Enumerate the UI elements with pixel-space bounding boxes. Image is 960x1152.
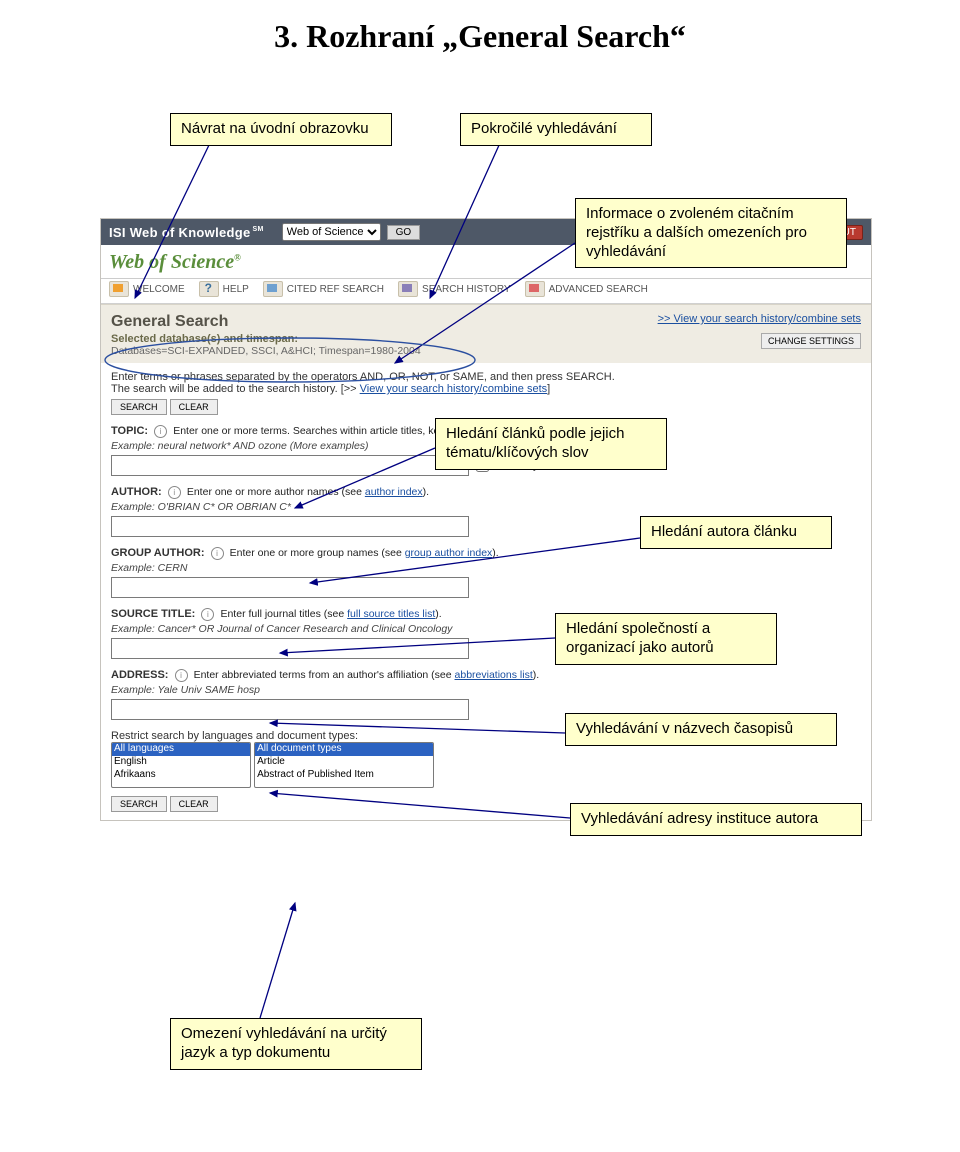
source-title-desc: Enter full journal titles (see full sour… [220, 608, 441, 620]
selected-db-detail: Databases=SCI-EXPANDED, SSCI, A&HCI; Tim… [111, 345, 861, 357]
info-icon[interactable]: i [154, 425, 167, 438]
search-button-bottom[interactable]: SEARCH [111, 796, 167, 812]
group-author-input[interactable] [111, 577, 469, 598]
abbreviations-link[interactable]: abbreviations list [455, 669, 533, 681]
callout-address: Vyhledávání adresy instituce autora [570, 803, 862, 836]
author-label: AUTHOR: [111, 486, 162, 498]
help-icon [199, 281, 219, 297]
home-icon [109, 281, 129, 297]
view-history-link[interactable]: >> View your search history/combine sets [658, 313, 861, 325]
general-search-header: >> View your search history/combine sets… [101, 304, 871, 363]
info-icon[interactable]: i [211, 547, 224, 560]
go-button[interactable]: GO [387, 225, 421, 240]
tab-cited-ref[interactable]: CITED REF SEARCH [263, 281, 384, 297]
callout-db-info: Informace o zvoleném citačním rejstříku … [575, 198, 847, 268]
source-title-label: SOURCE TITLE: [111, 608, 195, 620]
callout-topic: Hledání článků podle jejich tématu/klíčo… [435, 418, 667, 470]
address-input[interactable] [111, 699, 469, 720]
callout-restrict: Omezení vyhledávání na určitý jazyk a ty… [170, 1018, 422, 1070]
view-history-inline-link[interactable]: View your search history/combine sets [360, 383, 548, 395]
group-author-index-link[interactable]: group author index [405, 547, 493, 559]
isi-brand: ISI Web of KnowledgeSM [109, 225, 264, 240]
group-author-desc: Enter one or more group names (see group… [230, 547, 499, 559]
address-example: Example: Yale Univ SAME hosp [111, 684, 861, 696]
callout-return-home: Návrat na úvodní obrazovku [170, 113, 392, 146]
page-title: 3. Rozhraní „General Search“ [0, 18, 960, 55]
languages-select[interactable]: All languages English Afrikaans [111, 742, 251, 788]
group-author-label: GROUP AUTHOR: [111, 547, 205, 559]
tab-help[interactable]: HELP [199, 281, 249, 297]
tab-advanced-search[interactable]: ADVANCED SEARCH [525, 281, 648, 297]
tab-welcome[interactable]: WELCOME [109, 281, 185, 297]
topic-label: TOPIC: [111, 425, 148, 437]
selected-db-label: Selected database(s) and timespan: [111, 333, 861, 345]
intro-text-1: Enter terms or phrases separated by the … [111, 371, 861, 383]
advanced-icon [525, 281, 545, 297]
callout-source-title: Vyhledávání v názvech časopisů [565, 713, 837, 746]
callout-group-author: Hledání společností a organizací jako au… [555, 613, 777, 665]
author-index-link[interactable]: author index [365, 486, 423, 498]
doctypes-select[interactable]: All document types Article Abstract of P… [254, 742, 434, 788]
cited-ref-icon [263, 281, 283, 297]
tab-search-history[interactable]: SEARCH HISTORY [398, 281, 511, 297]
author-example: Example: O'BRIAN C* OR OBRIAN C* [111, 501, 861, 513]
info-icon[interactable]: i [201, 608, 214, 621]
source-title-input[interactable] [111, 638, 469, 659]
address-desc: Enter abbreviated terms from an author's… [194, 669, 540, 681]
source-titles-link[interactable]: full source titles list [347, 608, 435, 620]
author-desc: Enter one or more author names (see auth… [187, 486, 429, 498]
wos-logo: Web of Science® [109, 251, 241, 273]
callout-author: Hledání autora článku [640, 516, 832, 549]
group-author-example: Example: CERN [111, 562, 861, 574]
clear-button-bottom[interactable]: CLEAR [170, 796, 218, 812]
change-settings-button[interactable]: CHANGE SETTINGS [761, 333, 861, 349]
author-input[interactable] [111, 516, 469, 537]
address-label: ADDRESS: [111, 669, 168, 681]
info-icon[interactable]: i [175, 669, 188, 682]
info-icon[interactable]: i [168, 486, 181, 499]
topic-input[interactable] [111, 455, 469, 476]
nav-tabs: WELCOME HELP CITED REF SEARCH SEARCH HIS… [101, 279, 871, 304]
product-select[interactable]: Web of Science [282, 223, 381, 241]
search-button-top[interactable]: SEARCH [111, 399, 167, 415]
callout-advanced-search: Pokročilé vyhledávání [460, 113, 652, 146]
clear-button-top[interactable]: CLEAR [170, 399, 218, 415]
history-icon [398, 281, 418, 297]
intro-text-2: The search will be added to the search h… [111, 383, 861, 395]
group-author-row: GROUP AUTHOR: i Enter one or more group … [111, 547, 861, 598]
